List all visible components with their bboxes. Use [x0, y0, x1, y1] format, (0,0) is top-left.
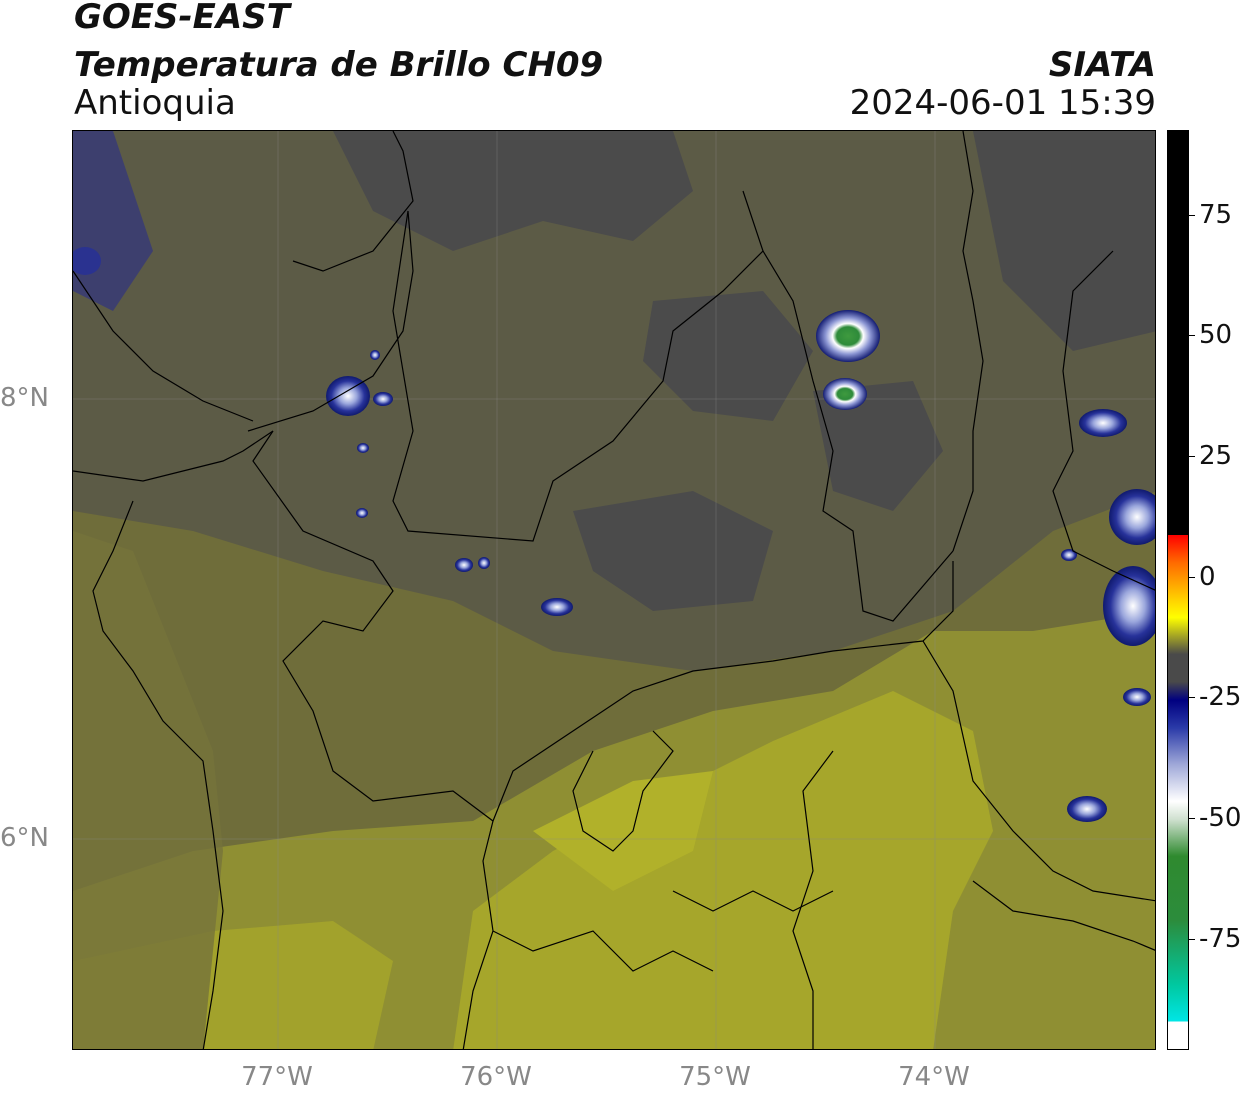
colorbar-label-minus-25: -25: [1199, 682, 1242, 712]
lon-label-74w: 74°W: [898, 1062, 970, 1092]
colorbar-tick: [1189, 577, 1195, 578]
colorbar-label-0: 0: [1199, 562, 1216, 592]
org-label: SIATA: [1048, 45, 1156, 85]
temperature-field: [73, 131, 1155, 1049]
lat-label-8n: 8°N: [0, 383, 49, 413]
colorbar: [1167, 130, 1189, 1050]
title-line-1: GOES-EAST: [74, 0, 290, 37]
lon-label-76w: 76°W: [460, 1062, 532, 1092]
colorbar-label-minus-75: -75: [1199, 924, 1242, 954]
colorbar-tick: [1189, 335, 1195, 336]
timestamp-label: 2024-06-01 15:39: [849, 83, 1156, 123]
department-borders: [73, 131, 1155, 1049]
colorbar-tick: [1189, 215, 1195, 216]
graticule: [73, 131, 1155, 1049]
satellite-map: [72, 130, 1156, 1050]
colorbar-tick: [1189, 456, 1195, 457]
colorbar-label-75: 75: [1199, 200, 1233, 230]
lon-label-75w: 75°W: [679, 1062, 751, 1092]
colorbar-label-50: 50: [1199, 320, 1233, 350]
colorbar-tick: [1189, 939, 1195, 940]
colorbar-label-25: 25: [1199, 441, 1233, 471]
region-label: Antioquia: [74, 83, 236, 123]
lon-label-77w: 77°W: [241, 1062, 313, 1092]
lat-label-6n: 6°N: [0, 823, 49, 853]
title-line-2: Temperatura de Brillo CH09: [74, 45, 604, 85]
colorbar-tick: [1189, 818, 1195, 819]
colorbar-label-minus-50: -50: [1199, 803, 1242, 833]
cold-cloud-tops: [73, 247, 1155, 822]
colorbar-tick: [1189, 697, 1195, 698]
